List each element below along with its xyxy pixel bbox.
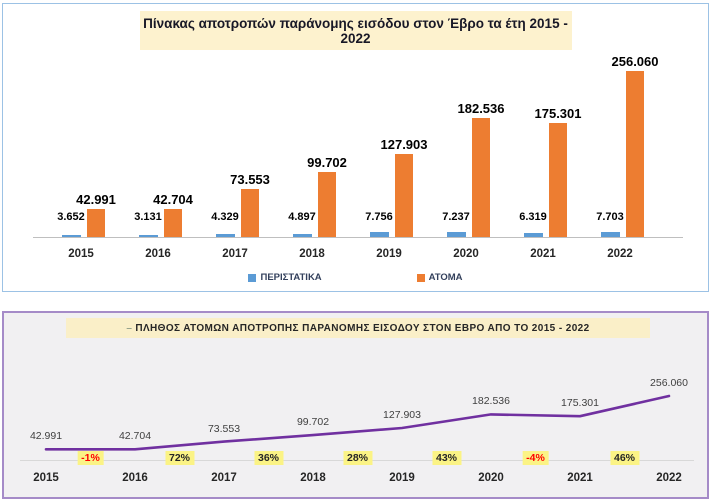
x-axis-year-label: 2022 [607,248,633,260]
line-value-label: 99.702 [296,416,330,429]
pct-change-label: -4% [522,451,549,465]
line-series-marker: – [126,323,133,334]
line-value-label: 42.991 [29,430,63,443]
atoma-value-label: 42.704 [153,192,193,207]
x-axis-year-label: 2019 [376,248,402,260]
legend-item-atoma: ΑΤΟΜΑ [416,272,463,283]
bar-chart-title: Πίνακας αποτροπών παράνομης εισόδου στον… [139,11,572,50]
bar-atoma [87,209,105,237]
atoma-value-label: 73.553 [230,172,270,187]
pct-change-label: -1% [77,451,104,465]
x-axis-year-label: 2018 [299,248,325,260]
bar-atoma [472,118,490,237]
x-axis-year-label: 2021 [530,248,556,260]
legend-swatch-icon [248,273,257,282]
bar-peristatika [600,232,620,237]
line-value-label: 42.704 [118,430,152,443]
legend-swatch-icon [416,273,425,282]
atoma-value-label: 42.991 [76,192,116,207]
peristatika-value-label: 7.756 [365,211,393,223]
atoma-value-label: 127.903 [380,137,428,152]
legend-label: ΑΤΟΜΑ [428,272,463,283]
peristatika-value-label: 4.897 [288,211,316,223]
peristatika-value-label: 3.652 [57,211,85,223]
line-value-label: 73.553 [207,422,241,435]
x-axis-year-label: 2017 [222,248,248,260]
bar-chart-legend: ΠΕΡΙΣΤΑΤΙΚΑ ΑΤΟΜΑ [3,272,708,283]
bar-peristatika [61,235,81,237]
atoma-trend-line [44,394,671,451]
x-axis-year-label: 2015 [33,472,59,484]
bar-atoma [318,172,336,237]
x-axis-year-label: 2020 [453,248,479,260]
x-axis-year-label: 2020 [478,472,504,484]
bar-peristatika [138,235,158,237]
bar-chart-plot: 42.991 3.652 2015 42.704 3.131 2016 73.553 4.32… [3,4,708,291]
x-axis-year-label: 2021 [567,472,593,484]
line-value-label: 127.903 [383,409,421,422]
line-chart-plot [44,394,671,451]
bar-chart-panel: Πίνακας αποτροπών παράνομης εισόδου στον… [2,3,709,292]
pct-change-label: 72% [164,451,195,465]
bar-peristatika [446,232,466,237]
line-chart-title: – ΠΛΗΘΟΣ ΑΤΟΜΩΝ ΑΠΟΤΡΟΠΗΣ ΠΑΡΑΝΟΜΗΣ ΕΙΣΟ… [66,318,650,338]
atoma-value-label: 182.536 [457,101,505,116]
pct-change-label: 46% [609,451,640,465]
x-axis-year-label: 2018 [300,472,326,484]
line-chart-labels: 42.991 2015 42.704 2016 73.553 2017 99.702 2018… [4,313,707,497]
bar-atoma [549,123,567,237]
x-axis-line [33,237,683,238]
bar-atoma [164,209,182,237]
x-axis-year-label: 2016 [122,472,148,484]
bar-peristatika [369,232,389,237]
pct-change-label: 36% [253,451,284,465]
x-axis-year-label: 2019 [389,472,415,484]
peristatika-value-label: 3.131 [134,211,162,223]
bar-peristatika [215,234,235,237]
peristatika-value-label: 4.329 [211,211,239,223]
x-axis-year-label: 2016 [145,248,171,260]
atoma-value-label: 99.702 [307,155,347,170]
x-axis-year-label: 2017 [211,472,237,484]
line-value-label: 256.060 [650,377,688,389]
x-axis-year-label: 2015 [68,248,94,260]
bar-peristatika [523,233,543,237]
bar-atoma [626,71,644,237]
line-chart-panel: – ΠΛΗΘΟΣ ΑΤΟΜΩΝ ΑΠΟΤΡΟΠΗΣ ΠΑΡΑΝΟΜΗΣ ΕΙΣΟ… [2,311,709,499]
bar-atoma [395,154,413,237]
peristatika-value-label: 7.237 [442,211,470,223]
atoma-value-label: 175.301 [534,106,582,121]
legend-label: ΠΕΡΙΣΤΑΤΙΚΑ [260,272,322,283]
atoma-value-label: 256.060 [611,54,659,69]
pct-change-label: 28% [342,451,373,465]
line-value-label: 182.536 [472,395,510,408]
pct-change-label: 43% [431,451,462,465]
peristatika-value-label: 7.703 [596,211,624,223]
line-value-label: 175.301 [561,397,599,410]
peristatika-value-label: 6.319 [519,211,547,223]
legend-item-peristatika: ΠΕΡΙΣΤΑΤΙΚΑ [248,272,322,283]
x-axis-year-label: 2022 [656,472,682,484]
bar-atoma [241,189,259,237]
bar-peristatika [292,234,312,237]
line-chart-title-text: ΠΛΗΘΟΣ ΑΤΟΜΩΝ ΑΠΟΤΡΟΠΗΣ ΠΑΡΑΝΟΜΗΣ ΕΙΣΟΔΟ… [135,323,590,334]
